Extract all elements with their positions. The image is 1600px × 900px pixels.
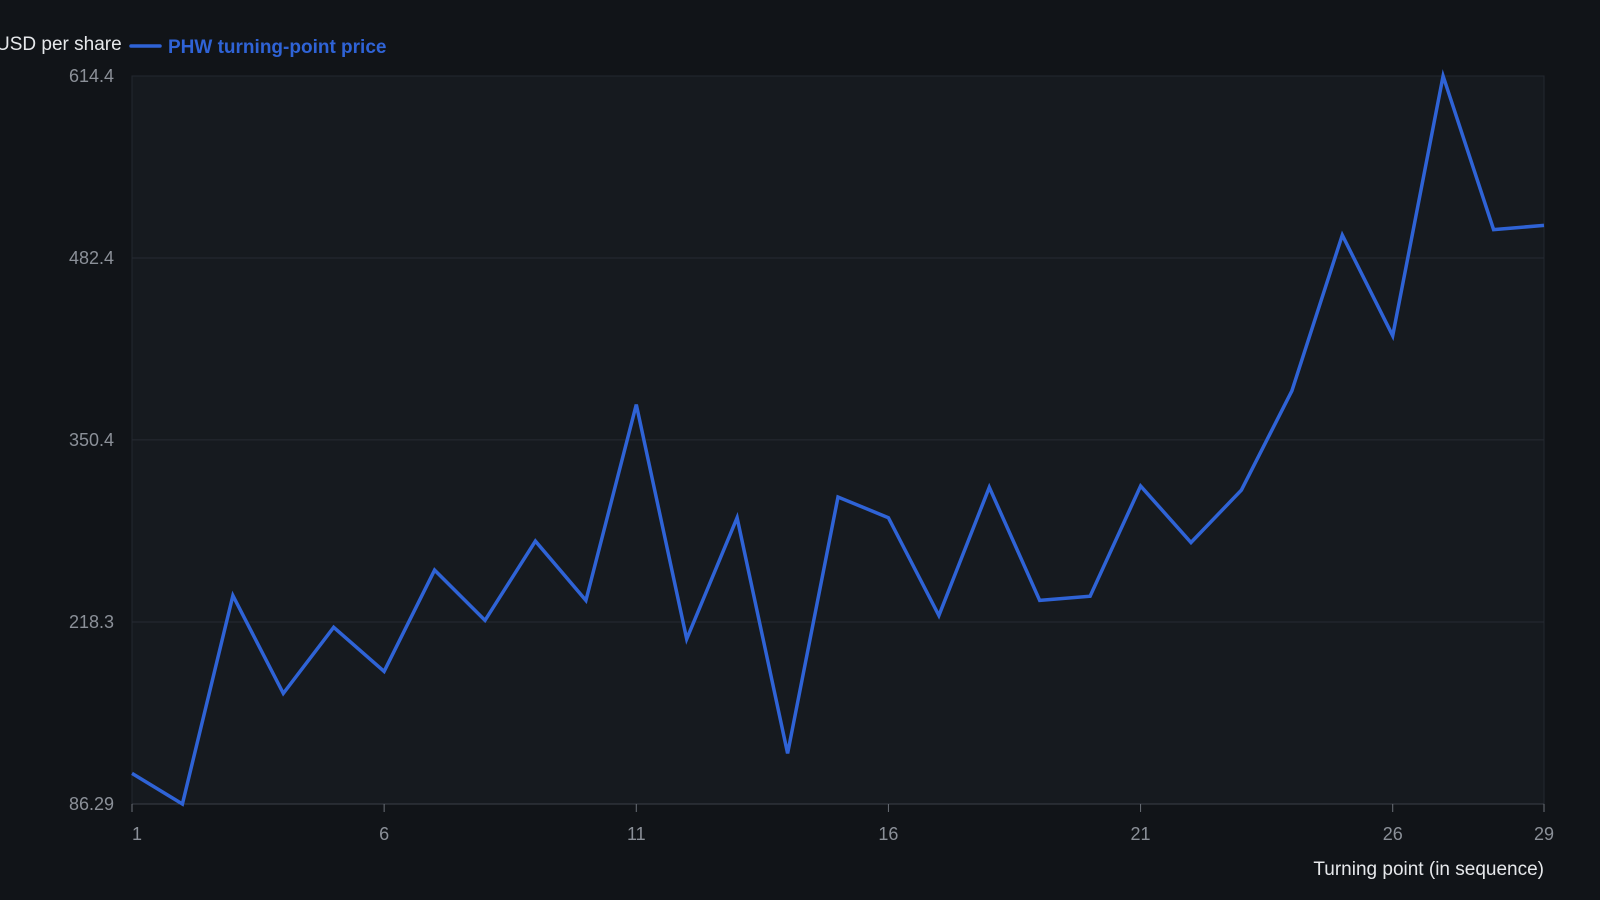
x-axis: 1 6 11 16 21 26 29 bbox=[131, 803, 1554, 844]
y-tick-label: 218.3 bbox=[69, 612, 114, 632]
x-tick-label: 16 bbox=[878, 824, 898, 844]
y-axis: 86.29 218.3 350.4 482.4 614.4 bbox=[69, 66, 114, 814]
x-tick-label: 26 bbox=[1383, 824, 1403, 844]
y-tick-label: 482.4 bbox=[69, 248, 114, 268]
gridlines bbox=[132, 257, 1544, 623]
y-axis-title: USD per share bbox=[0, 34, 122, 55]
legend: PHW turning-point price bbox=[129, 37, 386, 58]
x-axis-title: Turning point (in sequence) bbox=[1313, 859, 1544, 880]
x-tick-label: 29 bbox=[1534, 824, 1554, 844]
y-tick-label: 86.29 bbox=[69, 794, 114, 814]
series-layer bbox=[131, 69, 1545, 807]
x-tick-label: 1 bbox=[132, 824, 142, 844]
legend-label: PHW turning-point price bbox=[168, 37, 386, 58]
series-line bbox=[131, 69, 1545, 807]
y-tick-label: 350.4 bbox=[69, 430, 114, 450]
x-tick-label: 21 bbox=[1131, 824, 1151, 844]
x-tick-label: 6 bbox=[379, 824, 389, 844]
x-tick-label: 11 bbox=[627, 824, 646, 844]
y-tick-label: 614.4 bbox=[69, 66, 114, 86]
